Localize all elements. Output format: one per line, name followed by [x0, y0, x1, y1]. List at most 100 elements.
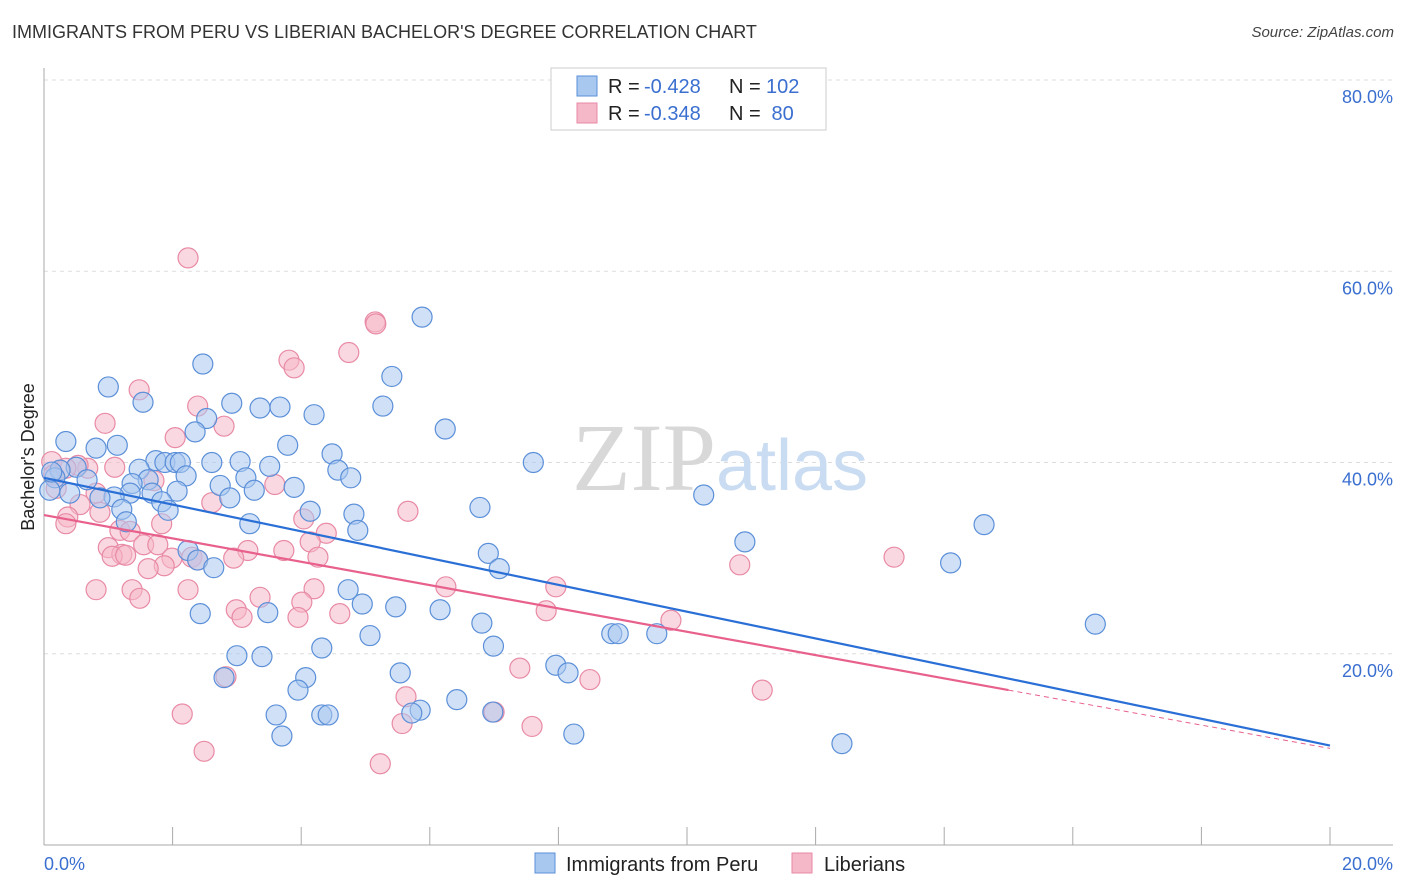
data-point	[287, 606, 309, 629]
legend-label-liberians: Liberians	[824, 854, 905, 876]
data-point	[482, 635, 505, 657]
data-point	[177, 247, 199, 269]
chart-title: IMMIGRANTS FROM PERU VS LIBERIAN BACHELO…	[12, 22, 757, 42]
data-point	[372, 395, 394, 417]
data-point	[213, 667, 235, 689]
y-tick-label: 60.0%	[1342, 278, 1393, 298]
data-point	[973, 514, 995, 536]
data-point	[104, 456, 126, 478]
y-axis-label: Bachelor's Degree	[18, 383, 38, 531]
data-point	[329, 602, 351, 625]
data-point	[193, 740, 215, 762]
data-point	[401, 702, 423, 724]
data-point	[85, 437, 107, 459]
x-tick-label: 20.0%	[1342, 854, 1393, 874]
data-point	[283, 357, 305, 379]
watermark: ZIPatlas	[572, 404, 868, 511]
chart-source: Source: ZipAtlas.com	[1251, 24, 1394, 41]
data-point	[307, 546, 329, 568]
trend-line-extension	[1008, 689, 1331, 749]
data-point	[299, 500, 321, 522]
data-point	[277, 434, 299, 456]
data-point	[365, 313, 387, 335]
data-point	[522, 451, 544, 474]
data-point	[351, 593, 373, 615]
data-point	[59, 482, 81, 504]
data-point	[283, 476, 305, 498]
data-point	[303, 404, 325, 426]
data-point	[729, 554, 751, 576]
data-point	[251, 646, 273, 668]
data-point	[115, 544, 137, 566]
data-point	[338, 341, 360, 364]
data-point	[221, 392, 243, 414]
gridlines	[44, 79, 1393, 655]
legend-r-label: R =	[608, 103, 640, 125]
legend-r-label: R =	[608, 76, 640, 98]
data-point	[557, 662, 579, 684]
data-point	[397, 500, 419, 522]
data-point	[883, 546, 905, 568]
data-point	[85, 579, 107, 601]
legend-swatch-pink	[576, 102, 598, 124]
legend-swatch-peru	[534, 852, 556, 874]
data-point	[115, 511, 137, 533]
data-point	[317, 704, 339, 726]
trend-line	[43, 476, 1331, 747]
data-point	[166, 480, 188, 502]
data-point	[129, 587, 151, 609]
data-point	[97, 376, 119, 398]
data-point	[239, 513, 261, 535]
legend-n-value: 102	[766, 76, 799, 98]
data-point	[607, 623, 629, 645]
data-point	[259, 455, 281, 477]
data-point	[347, 519, 369, 541]
data-point	[265, 704, 287, 726]
data-point	[264, 473, 286, 496]
legend-n-label: N =	[729, 76, 761, 98]
data-point	[482, 701, 504, 723]
data-point	[359, 624, 381, 647]
data-point	[693, 484, 715, 506]
data-point	[434, 418, 456, 440]
legend-top: R = -0.428 N = 102 R = -0.348 N = 80	[550, 67, 827, 131]
data-point	[189, 602, 211, 625]
data-point	[521, 715, 543, 738]
data-point	[509, 657, 531, 679]
data-point	[660, 609, 682, 631]
legend-bottom: Immigrants from Peru Liberians	[534, 852, 905, 876]
data-point	[192, 353, 214, 375]
data-point	[563, 723, 585, 745]
legend-n-value: 80	[766, 103, 794, 125]
data-point	[219, 487, 241, 509]
data-point	[369, 753, 391, 775]
legend-r-value: -0.348	[644, 103, 701, 125]
data-point	[381, 365, 403, 388]
data-point	[223, 547, 245, 569]
trend-lines	[43, 476, 1331, 749]
legend-swatch-blue	[576, 75, 598, 97]
data-point	[337, 579, 359, 601]
data-point	[303, 578, 325, 600]
data-point	[41, 461, 63, 483]
data-point	[196, 407, 218, 430]
data-point	[213, 415, 235, 437]
data-point	[579, 668, 601, 691]
tick-labels: 20.0% 40.0% 60.0% 80.0% 0.0% 20.0%	[44, 87, 1393, 874]
data-point	[471, 612, 493, 634]
data-point	[429, 599, 451, 621]
data-point	[477, 542, 499, 564]
data-point	[287, 679, 309, 701]
x-tick-label: 0.0%	[44, 854, 85, 874]
legend-label-peru: Immigrants from Peru	[566, 854, 758, 876]
data-point	[231, 606, 253, 629]
data-point	[184, 421, 206, 443]
data-point	[411, 306, 433, 328]
data-point	[311, 637, 333, 659]
data-point	[488, 558, 510, 580]
data-point	[39, 479, 61, 501]
data-point	[132, 391, 154, 413]
data-point	[646, 623, 668, 645]
data-point	[89, 487, 111, 509]
